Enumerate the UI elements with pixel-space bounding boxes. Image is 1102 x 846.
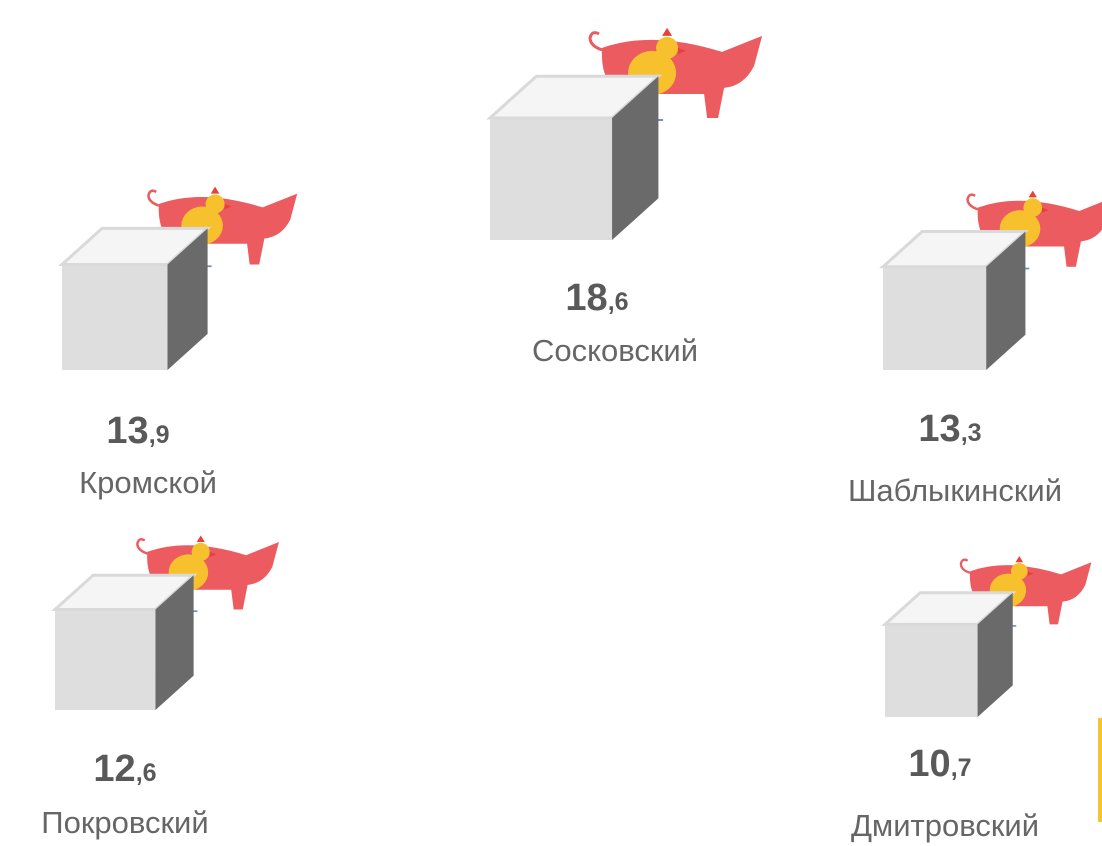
pig-tail xyxy=(961,560,970,573)
pig-tail xyxy=(148,191,158,206)
value-label: 13,3 xyxy=(918,408,981,450)
district-name: Сосковский xyxy=(532,333,698,368)
item: 13,3 Шаблыкинский xyxy=(848,191,1102,508)
accent-bar xyxy=(1098,718,1102,822)
chicken-head xyxy=(206,194,225,213)
value-label: 12,6 xyxy=(93,748,156,790)
cube-front xyxy=(490,118,612,240)
chicken-head xyxy=(656,37,678,59)
district-name: Дмитровский xyxy=(851,808,1039,843)
value-label: 10,7 xyxy=(908,743,971,785)
district-name: Покровский xyxy=(41,805,208,840)
district-name: Шаблыкинский xyxy=(848,473,1062,508)
value-label: 13,9 xyxy=(106,410,169,452)
cube-front xyxy=(62,264,168,370)
cube-front xyxy=(885,624,978,717)
chicken-head xyxy=(1023,198,1042,217)
district-name: Кромской xyxy=(79,465,217,500)
item: 12,6 Покровский xyxy=(41,535,279,840)
chicken-head xyxy=(192,543,210,561)
chicken-head xyxy=(1011,563,1028,580)
cube-front xyxy=(883,267,986,370)
infographic: 18,6 Сосковский 13,9 Кромской 13,3 Шаблыкинск… xyxy=(0,0,1102,846)
pig-tail xyxy=(590,33,602,50)
value-label: 18,6 xyxy=(565,277,628,319)
pig-tail xyxy=(137,539,147,553)
pig-tail xyxy=(968,195,978,210)
cube-front xyxy=(55,610,155,710)
item: 10,7 Дмитровский xyxy=(851,556,1091,843)
item: 18,6 Сосковский xyxy=(490,28,762,368)
item: 13,9 Кромской xyxy=(62,187,297,500)
